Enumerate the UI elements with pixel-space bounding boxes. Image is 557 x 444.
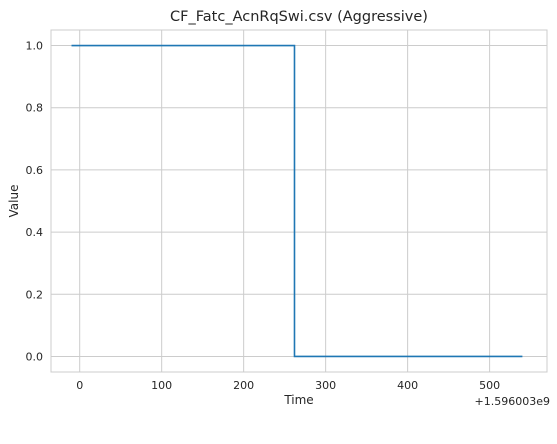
- y-tick-label: 0.4: [26, 226, 44, 239]
- x-tick-label: 0: [76, 379, 83, 392]
- y-tick-label: 0.6: [26, 164, 44, 177]
- x-tick-label: 400: [397, 379, 418, 392]
- x-tick-label: 300: [315, 379, 336, 392]
- plot-frame: [50, 29, 548, 373]
- x-axis-label: Time: [283, 393, 313, 407]
- x-tick-label: 500: [479, 379, 500, 392]
- x-tick-label: 200: [233, 379, 254, 392]
- x-axis-offset-label: +1.596003e9: [475, 395, 550, 408]
- y-axis-label: Value: [7, 185, 21, 218]
- y-tick-label: 0.2: [26, 288, 44, 301]
- y-tick-label: 1.0: [26, 40, 44, 53]
- series-line: [71, 44, 523, 358]
- chart-title: CF_Fatc_AcnRqSwi.csv (Aggressive): [170, 9, 428, 25]
- y-tick-label: 0.0: [26, 350, 44, 363]
- x-tick-labels: 0 100 200 300 400 500: [76, 379, 500, 392]
- y-tick-label: 0.8: [26, 102, 44, 115]
- series-layer: [71, 44, 523, 358]
- x-tick-label: 100: [151, 379, 172, 392]
- y-tick-labels: 0.0 0.2 0.4 0.6 0.8 1.0: [26, 40, 44, 364]
